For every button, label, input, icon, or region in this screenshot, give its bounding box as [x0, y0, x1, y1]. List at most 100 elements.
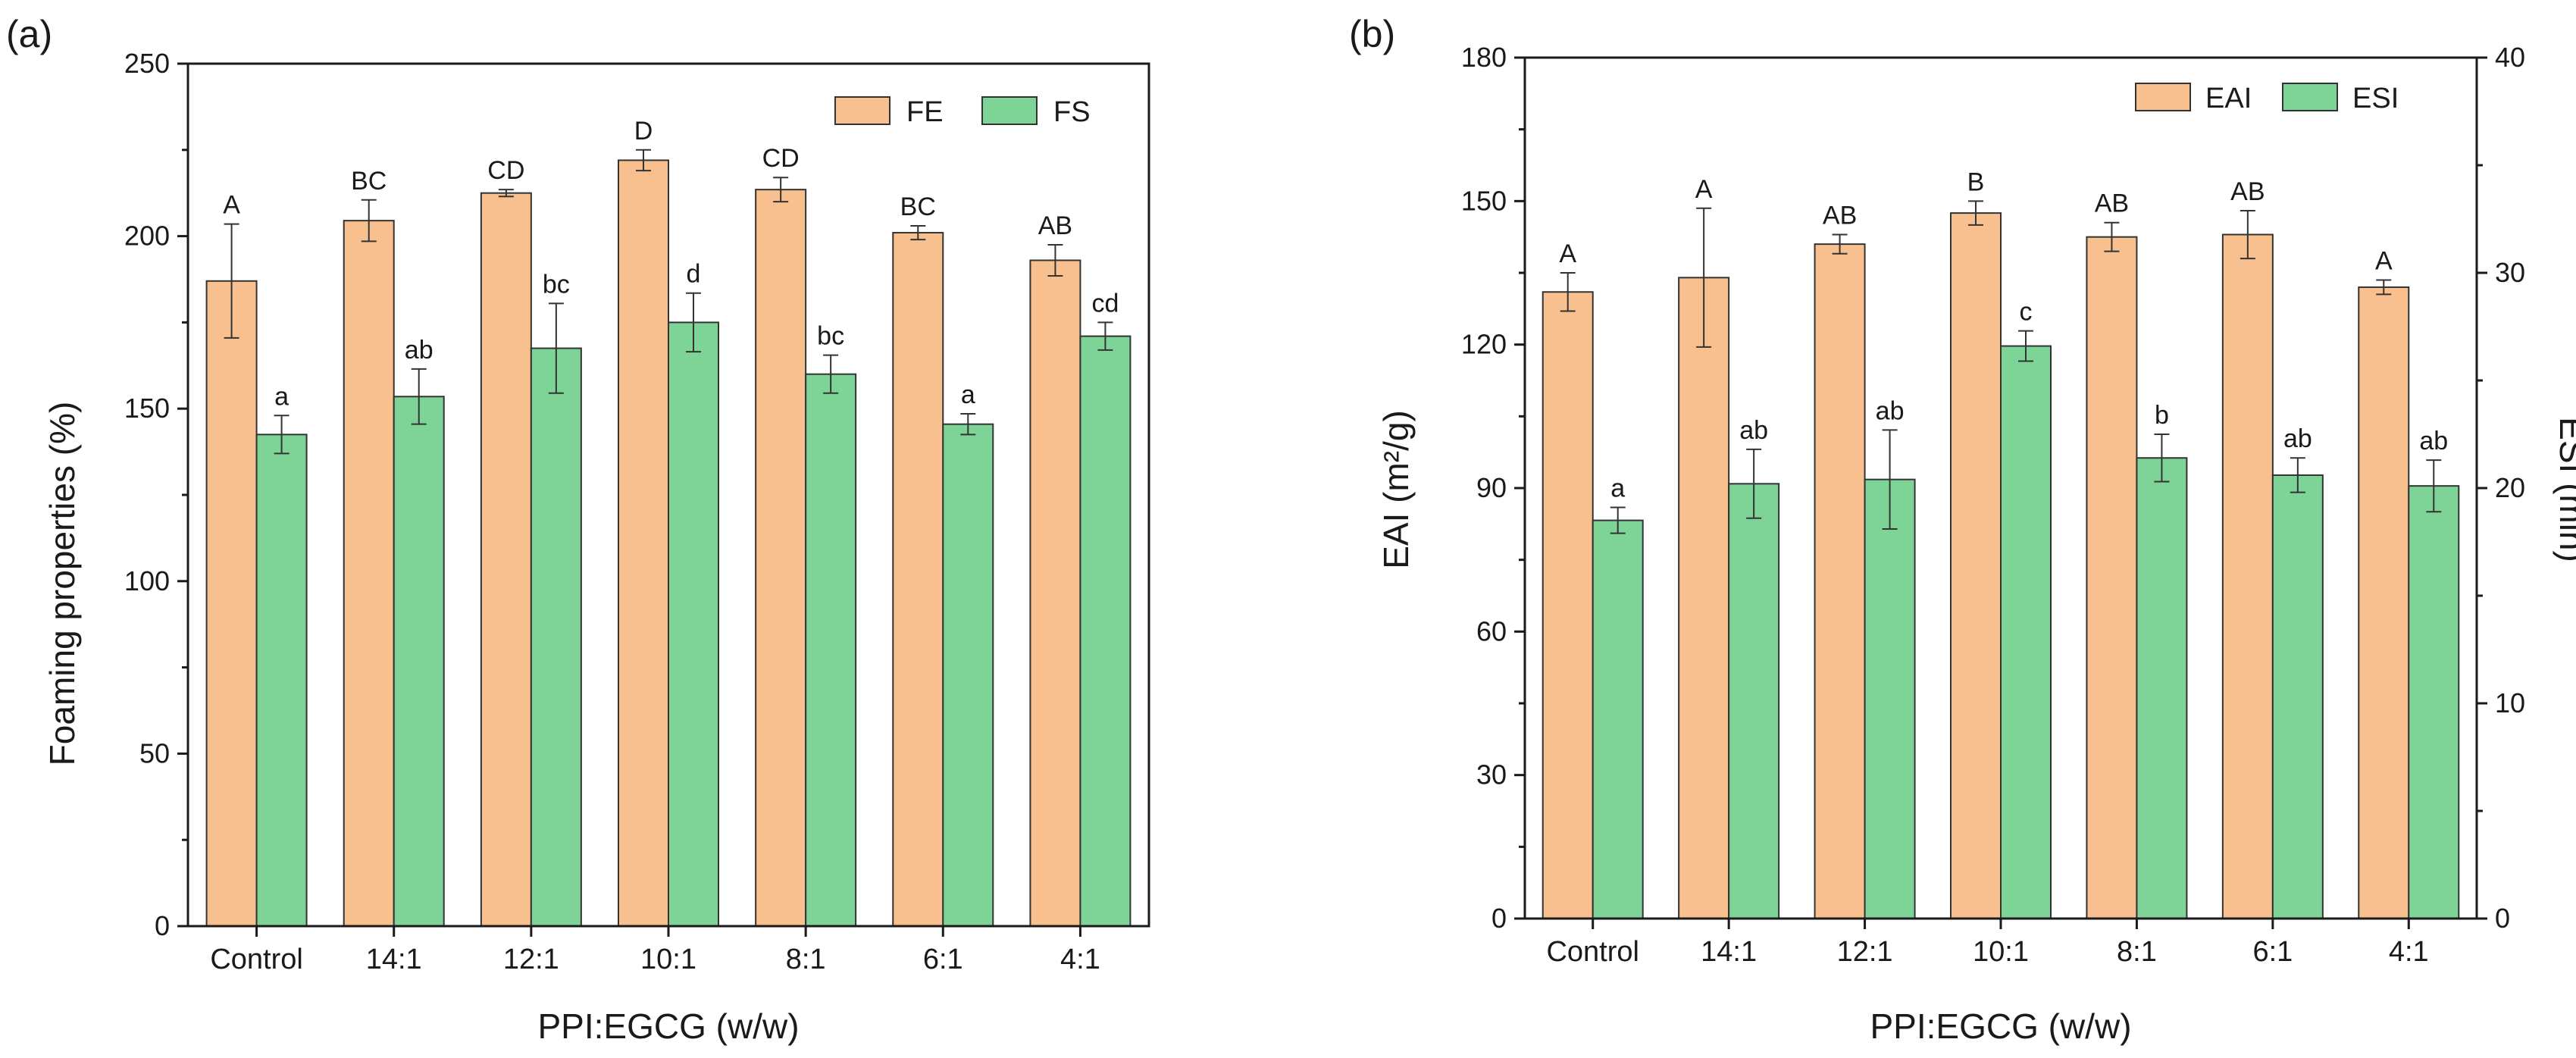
bar-esi — [1592, 519, 1644, 919]
y-right-tick-label: 30 — [2495, 257, 2525, 288]
y-right-tick-label: 10 — [2495, 687, 2525, 718]
significance-label-fe: BC — [900, 193, 936, 221]
y-tick-label: 30 — [1476, 759, 1507, 790]
panel-a-bars: Aa BC ab CD bc Dd CD bc BC a AB cd — [205, 117, 1131, 928]
legend-swatch-fe — [834, 96, 890, 125]
y-tick-label: 150 — [124, 393, 170, 424]
significance-label-eai: AB — [2230, 177, 2265, 206]
panel-b-left-y-axis-title: EAI (m²/g) — [1376, 410, 1416, 569]
panel-b-label: (b) — [1349, 13, 1395, 55]
bar-eai — [2358, 286, 2410, 919]
bar-esi — [2271, 474, 2324, 919]
bar-fs — [805, 373, 857, 927]
significance-label-esi: ab — [2419, 427, 2448, 455]
legend-label-esi: ESI — [2352, 83, 2399, 114]
significance-label-fe: CD — [762, 144, 800, 173]
legend-label-fs: FS — [1053, 96, 1091, 128]
y-tick-label: 200 — [124, 221, 170, 252]
bar-eai — [1678, 277, 1730, 919]
bar-fe — [618, 159, 669, 927]
x-tick-label: 8:1 — [2117, 936, 2157, 968]
y-tick-label: 0 — [1491, 903, 1507, 934]
significance-label-fe: A — [223, 191, 240, 220]
x-tick-label: Control — [210, 944, 303, 975]
y-tick-label: 90 — [1476, 472, 1507, 503]
significance-label-fe: CD — [487, 156, 524, 185]
y-tick-label: 100 — [124, 565, 170, 596]
bar-fe — [480, 192, 532, 927]
y-right-tick-label: 40 — [2495, 42, 2525, 73]
panel-a-foaming-chart: (a) Aa BC ab CD bc Dd CD bc BC a AB cd 0 50 100 150 200… — [6, 13, 1150, 1046]
bar-esi — [2000, 345, 2052, 919]
significance-label-fs: bc — [543, 270, 570, 299]
bar-fs — [530, 347, 582, 928]
bar-esi — [1728, 483, 1780, 919]
legend-label-eai: EAI — [2205, 83, 2252, 114]
x-tick-label: Control — [1546, 936, 1639, 968]
y-tick-label: 120 — [1461, 329, 1507, 360]
significance-label-esi: ab — [1739, 416, 1768, 445]
x-tick-label: 8:1 — [786, 944, 826, 975]
significance-label-fs: d — [687, 260, 701, 289]
y-tick-label: 0 — [155, 910, 170, 941]
x-tick-label: 12:1 — [503, 944, 559, 975]
significance-label-esi: b — [2155, 401, 2169, 430]
x-tick-label: 6:1 — [923, 944, 963, 975]
panel-a-legend: FE FS — [834, 96, 1091, 128]
significance-label-fe: AB — [1038, 211, 1072, 240]
panel-b-emulsifying-chart: (b) Aa Aab AB ab Bc AB b AB ab Aab 0 30 60 90 120 150 1… — [1349, 13, 2576, 1046]
panel-b-x-ticks: Control 14:1 12:1 10:1 8:1 6:1 4:1 — [1546, 919, 2429, 968]
significance-label-eai: A — [1559, 239, 1576, 268]
x-tick-label: 14:1 — [366, 944, 422, 975]
bar-fs — [393, 396, 445, 927]
legend-label-fe: FE — [906, 96, 944, 128]
y-tick-label: 50 — [139, 737, 170, 768]
significance-label-fs: bc — [817, 322, 844, 351]
significance-label-esi: ab — [2283, 424, 2312, 453]
panel-a-x-axis-title: PPI:EGCG (w/w) — [537, 1006, 799, 1046]
bar-fs — [668, 321, 719, 927]
panel-a-label: (a) — [6, 13, 52, 55]
panel-b-left-y-ticks: 0 30 60 90 120 150 180 — [1461, 42, 1525, 934]
bar-esi — [1864, 478, 1916, 919]
bar-esi — [2136, 457, 2188, 919]
y-tick-label: 150 — [1461, 185, 1507, 216]
x-tick-label: 6:1 — [2252, 936, 2293, 968]
significance-label-fe: BC — [351, 167, 387, 196]
bar-eai — [2086, 236, 2138, 919]
significance-label-fs: a — [274, 382, 289, 411]
significance-label-eai: AB — [1823, 202, 1857, 230]
significance-label-esi: c — [2020, 298, 2033, 327]
x-tick-label: 10:1 — [1973, 936, 2029, 968]
x-tick-label: 14:1 — [1701, 936, 1757, 968]
bar-eai — [1542, 291, 1594, 919]
significance-label-eai: A — [2375, 246, 2393, 275]
bar-fe — [755, 189, 807, 927]
bar-fs — [255, 434, 308, 927]
x-tick-label: 4:1 — [2389, 936, 2429, 968]
panel-a-y-axis-title: Foaming properties (%) — [42, 402, 82, 766]
significance-label-esi: ab — [1876, 396, 1905, 425]
bar-esi — [2408, 485, 2460, 919]
x-tick-label: 4:1 — [1060, 944, 1100, 975]
panel-b-right-y-ticks: 0 10 20 30 40 — [2477, 42, 2525, 934]
bar-eai — [1950, 212, 2002, 920]
significance-label-fs: ab — [405, 336, 434, 365]
significance-label-fs: a — [961, 380, 975, 409]
panel-b-legend: EAI ESI — [2135, 83, 2399, 114]
x-tick-label: 10:1 — [640, 944, 696, 975]
y-right-tick-label: 20 — [2495, 472, 2525, 503]
panel-a-y-ticks: 0 50 100 150 200 250 — [124, 48, 188, 941]
bar-eai — [2221, 233, 2274, 919]
y-right-tick-label: 0 — [2495, 903, 2510, 934]
y-tick-label: 250 — [124, 48, 170, 79]
bar-fe — [343, 220, 395, 927]
y-tick-label: 180 — [1461, 42, 1507, 73]
panel-b-right-y-axis-title: ESI (min) — [2553, 417, 2576, 562]
panel-b-bars: Aa Aab AB ab Bc AB b AB ab Aab — [1542, 167, 2460, 920]
x-tick-label: 12:1 — [1837, 936, 1893, 968]
panel-b-x-axis-title: PPI:EGCG (w/w) — [1870, 1006, 2131, 1046]
significance-label-eai: B — [1967, 167, 1985, 196]
bar-fs — [942, 423, 994, 927]
